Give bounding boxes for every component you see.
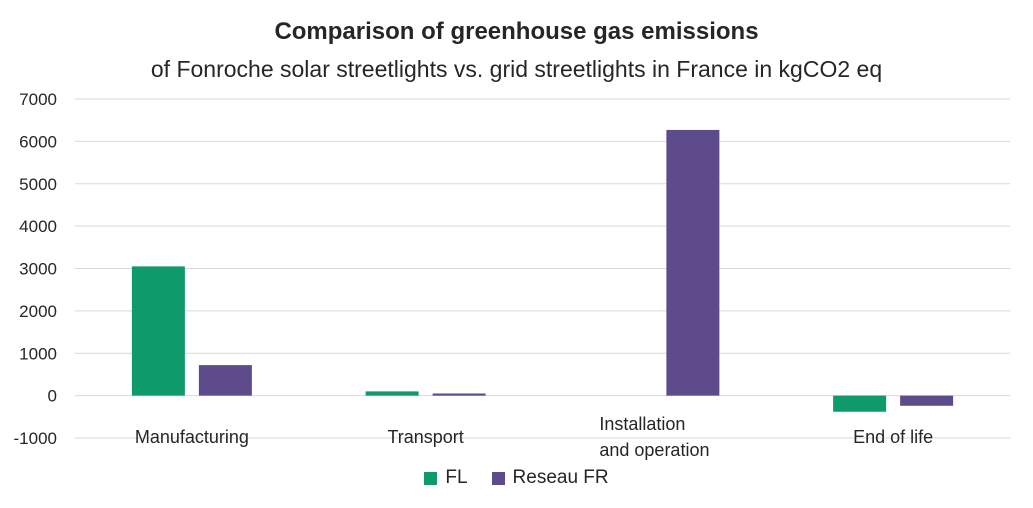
bar-reseau-fr-0 [198, 365, 252, 396]
x-category-label: Installation and operation [599, 414, 709, 460]
chart-title: Comparison of greenhouse gas emissions [274, 18, 759, 45]
y-tick-label: 1000 [19, 344, 57, 363]
y-tick-label: 7000 [19, 90, 57, 109]
y-tick-label: 4000 [19, 217, 57, 236]
legend: FL Reseau FR [0, 467, 1033, 489]
y-tick-label: 5000 [19, 175, 57, 194]
legend-item-fl: FL [424, 467, 468, 489]
legend-label-fl: FL [445, 467, 468, 488]
legend-swatch-reseau-fr [491, 471, 505, 485]
y-tick-label: 2000 [19, 302, 57, 321]
bar-reseau-fr-3 [900, 395, 954, 406]
bar-reseau-fr-1 [432, 393, 486, 396]
bar-fl-1 [365, 391, 419, 396]
y-tick-label: -1000 [14, 429, 57, 448]
x-category-label: Transport [387, 427, 463, 447]
y-tick-label: 0 [48, 387, 57, 406]
y-tick-label: 6000 [19, 132, 57, 151]
legend-label-reseau-fr: Reseau FR [512, 467, 609, 488]
y-tick-label: 3000 [19, 260, 57, 279]
legend-item-reseau-fr: Reseau FR [491, 467, 609, 489]
x-category-label: Manufacturing [135, 427, 249, 447]
legend-swatch-fl [424, 471, 438, 485]
bar-fl-0 [131, 266, 185, 396]
bar-fl-3 [833, 395, 887, 412]
x-category-label: End of life [853, 427, 933, 447]
chart-subtitle: of Fonroche solar streetlights vs. grid … [150, 56, 883, 82]
bar-reseau-fr-2 [666, 129, 720, 396]
